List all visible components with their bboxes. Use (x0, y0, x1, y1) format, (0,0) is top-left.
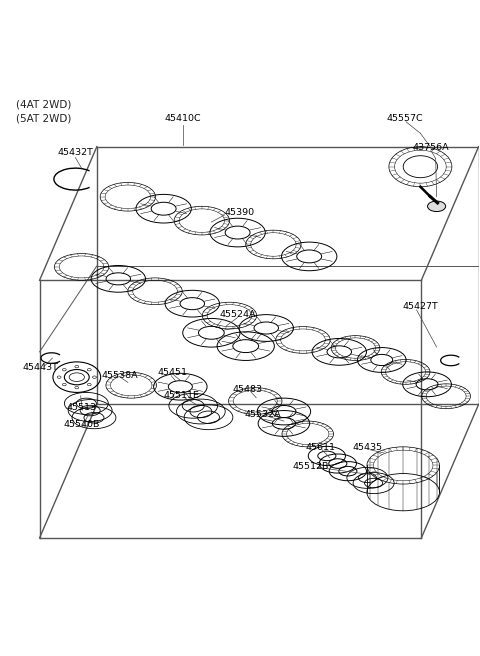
Text: (4AT 2WD)
(5AT 2WD): (4AT 2WD) (5AT 2WD) (16, 100, 71, 123)
Text: 45483: 45483 (232, 384, 262, 394)
Text: 45532A: 45532A (245, 411, 281, 419)
Text: 45512B: 45512B (292, 462, 329, 471)
Text: 45451: 45451 (157, 369, 187, 377)
Text: 45611: 45611 (305, 443, 335, 452)
Text: 43756A: 43756A (413, 143, 449, 152)
Text: 45524A: 45524A (219, 310, 256, 319)
Text: 45557C: 45557C (386, 115, 423, 123)
Text: 45511E: 45511E (164, 391, 200, 400)
Text: 45443T: 45443T (23, 363, 59, 372)
Text: 45435: 45435 (353, 443, 383, 452)
Text: 45390: 45390 (225, 208, 255, 217)
Text: 45513: 45513 (67, 403, 96, 412)
Text: 45538A: 45538A (101, 371, 138, 380)
Text: 45410C: 45410C (165, 113, 201, 123)
Text: 45432T: 45432T (58, 148, 93, 157)
Text: 45427T: 45427T (403, 302, 438, 311)
Text: 45540B: 45540B (63, 420, 100, 429)
Ellipse shape (428, 201, 446, 211)
